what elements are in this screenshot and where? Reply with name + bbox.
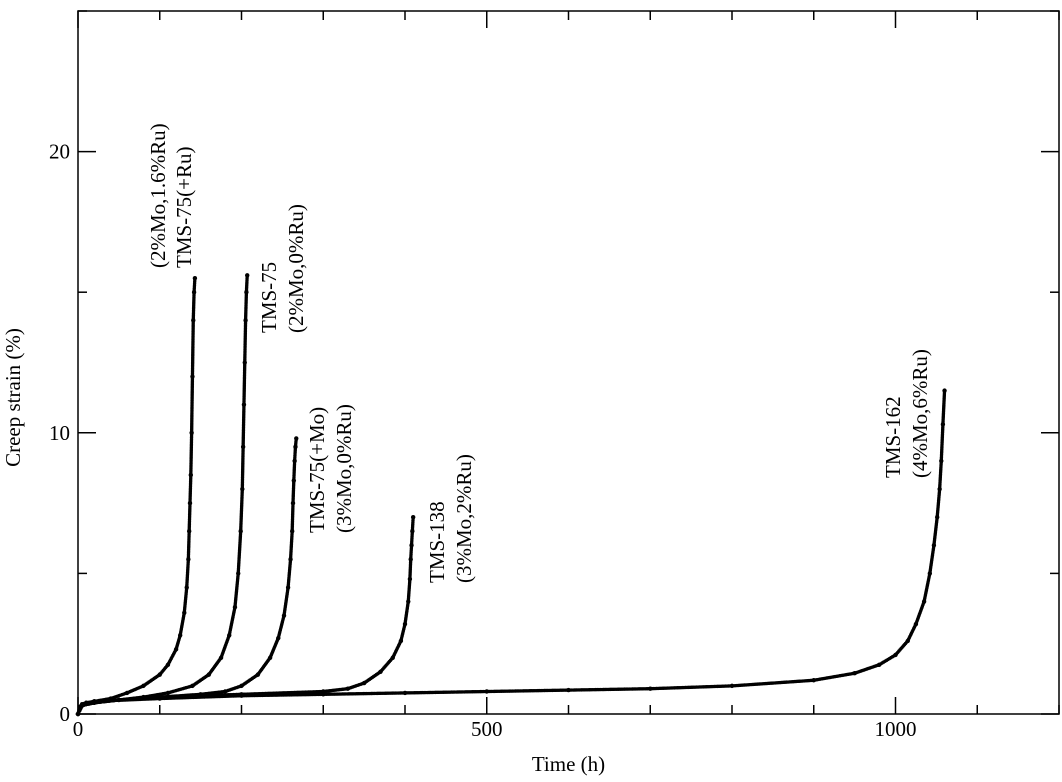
data-point bbox=[942, 388, 947, 393]
x-tick-label: 500 bbox=[471, 717, 503, 741]
data-point bbox=[410, 514, 416, 520]
series-3 bbox=[75, 514, 416, 717]
y-tick-label: 20 bbox=[49, 140, 70, 164]
series-annotation: (3%Mo,0%Ru) bbox=[332, 404, 356, 533]
data-point bbox=[294, 436, 299, 441]
series-annotation: TMS-75(+Mo) bbox=[305, 407, 329, 533]
plot-layer bbox=[75, 273, 947, 717]
series-annotation: (2%Mo,1.6%Ru) bbox=[146, 123, 170, 268]
y-tick-label: 0 bbox=[60, 702, 71, 726]
x-tick-label: 1000 bbox=[875, 717, 917, 741]
ticks-layer: 0 500 1000 0 10 20 bbox=[49, 10, 1060, 741]
series-annotation: (4%Mo,6%Ru) bbox=[908, 349, 932, 478]
annotation-layer: (2%Mo,1.6%Ru) TMS-75(+Ru) TMS-75 (2%Mo,0%Ru… bbox=[146, 123, 932, 583]
series-4 bbox=[75, 388, 947, 717]
series-1 bbox=[75, 273, 250, 717]
labels-layer: Time (h) Creep strain (%) bbox=[1, 328, 605, 776]
series-annotation: TMS-75(+Ru) bbox=[172, 146, 196, 268]
series-annotation: TMS-138 bbox=[425, 501, 449, 583]
series-0 bbox=[75, 275, 198, 717]
series-annotation: (2%Mo,0%Ru) bbox=[284, 204, 308, 333]
x-tick-label: 0 bbox=[73, 717, 84, 741]
series-annotation: (3%Mo,2%Ru) bbox=[452, 454, 476, 583]
x-axis-label: Time (h) bbox=[532, 752, 605, 776]
series-annotation: TMS-75 bbox=[257, 262, 281, 333]
series-annotation: TMS-162 bbox=[881, 396, 905, 478]
y-tick-label: 10 bbox=[49, 421, 70, 445]
data-point bbox=[192, 275, 198, 281]
y-axis-label: Creep strain (%) bbox=[1, 328, 25, 467]
data-point bbox=[245, 273, 250, 278]
